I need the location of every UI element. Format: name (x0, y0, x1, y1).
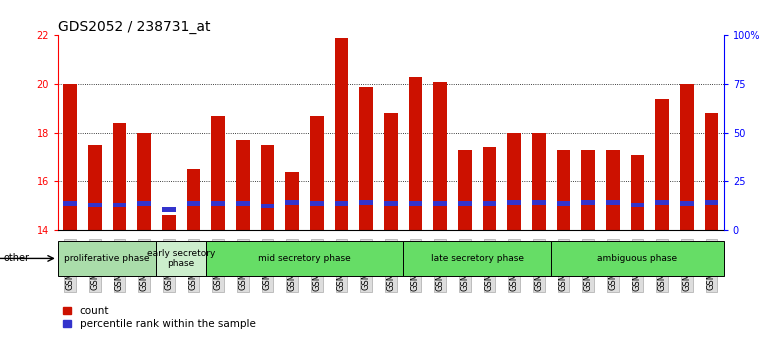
Bar (631, 155, 644, 230)
Bar (211, 201, 225, 206)
Bar (137, 133, 151, 230)
Bar (581, 150, 595, 230)
Bar (310, 116, 323, 230)
Legend: count, percentile rank within the sample: count, percentile rank within the sample (63, 306, 256, 329)
Bar (409, 77, 422, 230)
Bar (261, 145, 274, 230)
Bar (680, 84, 694, 230)
Bar (384, 113, 397, 230)
Bar (261, 204, 274, 208)
Bar (335, 38, 348, 230)
Bar (112, 123, 126, 230)
Text: early secretory
phase: early secretory phase (147, 249, 216, 268)
Bar (434, 82, 447, 230)
Bar (211, 116, 225, 230)
Bar (403, 241, 551, 276)
Bar (88, 202, 102, 207)
Bar (286, 200, 299, 205)
Bar (206, 241, 403, 276)
Bar (186, 201, 200, 206)
Bar (483, 147, 496, 230)
Bar (483, 201, 496, 206)
Text: late secretory phase: late secretory phase (430, 254, 524, 263)
Bar (532, 133, 546, 230)
Text: GDS2052 / 238731_at: GDS2052 / 238731_at (58, 21, 210, 34)
Bar (532, 200, 546, 205)
Bar (557, 201, 571, 206)
Bar (58, 241, 156, 276)
Bar (680, 201, 694, 206)
Bar (162, 216, 176, 230)
Bar (384, 201, 397, 206)
Bar (236, 201, 249, 206)
Bar (162, 207, 176, 212)
Bar (551, 241, 724, 276)
Bar (63, 84, 77, 230)
Text: mid secretory phase: mid secretory phase (258, 254, 351, 263)
Bar (655, 200, 669, 205)
Bar (606, 200, 620, 205)
Bar (112, 202, 126, 207)
Bar (88, 145, 102, 230)
Bar (507, 133, 521, 230)
Bar (581, 200, 595, 205)
Bar (186, 169, 200, 230)
Bar (631, 202, 644, 207)
Bar (335, 201, 348, 206)
Bar (655, 99, 669, 230)
Text: proliferative phase: proliferative phase (65, 254, 150, 263)
Bar (409, 201, 422, 206)
Bar (705, 200, 718, 205)
Bar (360, 86, 373, 230)
Bar (360, 200, 373, 205)
Bar (286, 172, 299, 230)
Bar (507, 200, 521, 205)
Bar (458, 150, 471, 230)
Bar (434, 201, 447, 206)
Bar (606, 150, 620, 230)
Text: other: other (4, 253, 30, 263)
Text: ambiguous phase: ambiguous phase (598, 254, 678, 263)
Bar (156, 241, 206, 276)
Bar (63, 201, 77, 206)
Bar (705, 113, 718, 230)
Bar (557, 150, 571, 230)
Bar (137, 201, 151, 206)
Bar (458, 201, 471, 206)
Bar (310, 201, 323, 206)
Bar (236, 140, 249, 230)
